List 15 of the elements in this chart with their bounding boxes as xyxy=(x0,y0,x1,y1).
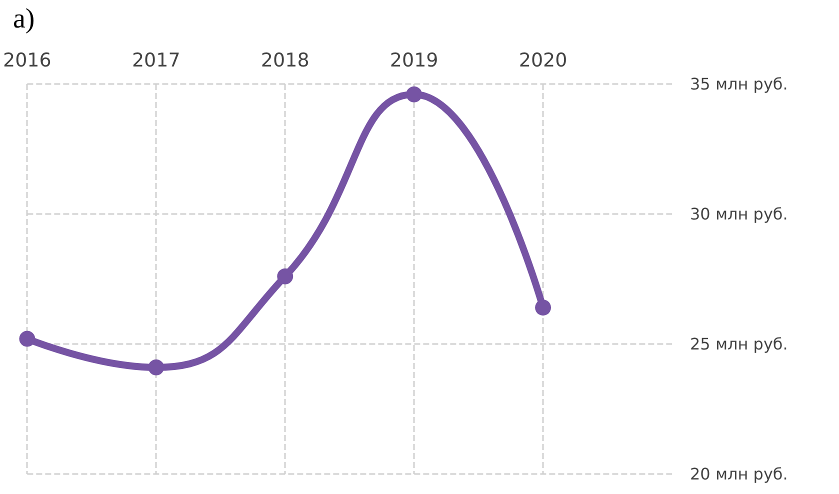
y-tick-label: 25 млн руб. xyxy=(690,334,788,354)
point xyxy=(277,268,294,284)
x-tick-label: 2019 xyxy=(390,50,438,72)
point xyxy=(19,330,36,347)
y-tick-label: 35 млн руб. xyxy=(690,74,788,94)
x-tick-label: 2020 xyxy=(518,50,568,72)
point xyxy=(148,359,164,376)
x-tick-label: 2018 xyxy=(260,50,310,72)
point xyxy=(406,86,422,102)
chart-title: a) xyxy=(13,4,35,34)
y-tick-label: 20 млн руб. xyxy=(690,464,788,484)
y-tick-label: 30 млн руб. xyxy=(690,204,788,224)
point xyxy=(535,300,552,316)
x-tick-label: 2017 xyxy=(132,50,180,72)
x-tick-label: 2016 xyxy=(2,50,52,72)
